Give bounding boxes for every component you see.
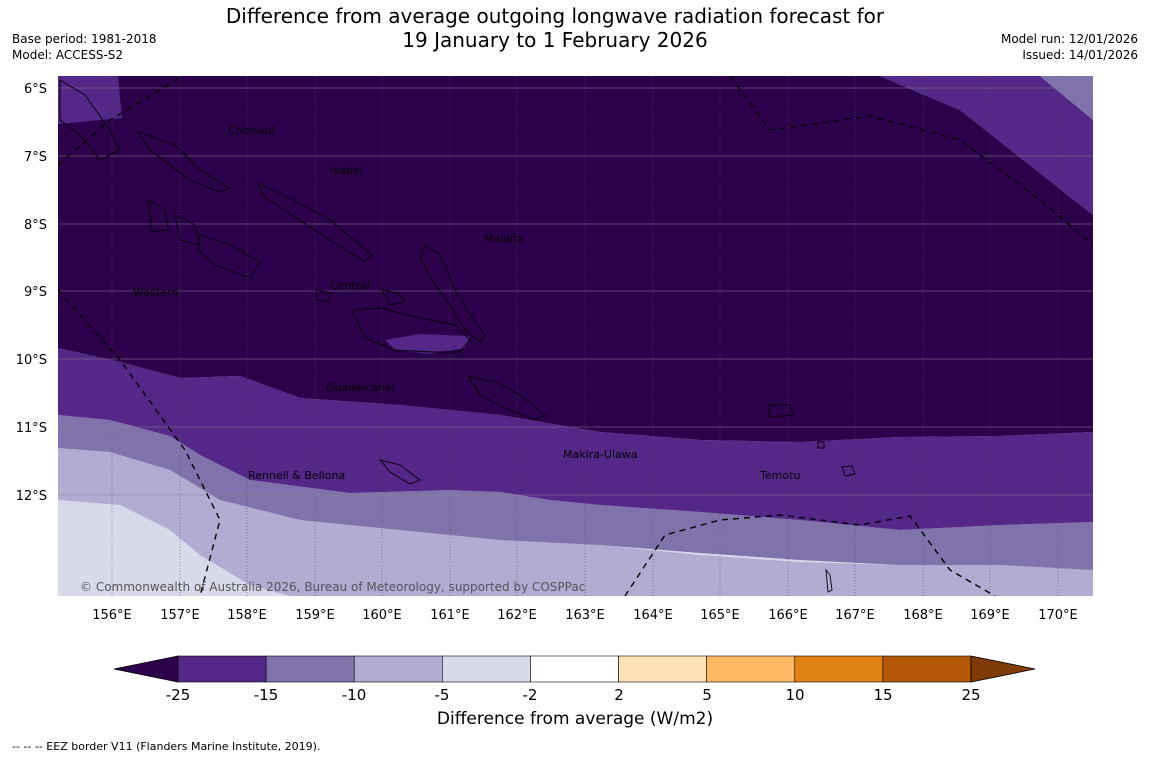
colorbar-ticks: -25 -15 -10 -5 -2 2 5 10 15 25 (166, 686, 981, 704)
island-santa-cruz (767, 404, 794, 418)
island-malaita (419, 244, 486, 343)
island-torres (825, 568, 833, 593)
place-label: Rennell & Bellona (248, 469, 345, 482)
band-below-minus25 (58, 76, 1093, 442)
cb-tick: 15 (873, 686, 892, 704)
cb-tick: -25 (166, 686, 191, 704)
cb-tick: -2 (523, 686, 538, 704)
island-florida (381, 289, 406, 306)
island-choiseul (136, 131, 232, 193)
island-isabel (257, 182, 373, 263)
place-label: Isabel (330, 164, 363, 177)
cb-tick: 25 (961, 686, 980, 704)
colorbar-segment (794, 655, 884, 683)
cb-tick: -10 (342, 686, 367, 704)
colorbar-segment (882, 655, 972, 683)
place-label: Makira-Ulawa (563, 448, 637, 461)
place-label: Temotu (759, 469, 800, 482)
colorbar-segment (530, 655, 619, 683)
latitude-lines (58, 87, 1093, 496)
cb-tick: 2 (614, 686, 624, 704)
island-bougainville (59, 79, 121, 161)
island-rennell (378, 459, 421, 485)
lat-label: 11°S (16, 421, 47, 436)
band-ne-minus15-minus10 (1040, 76, 1093, 120)
chart-title: Difference from average outgoing longwav… (200, 4, 910, 52)
colorbar-segment (265, 655, 355, 683)
lon-label: 165°E (700, 608, 740, 623)
longitude-labels: 156°E 157°E 158°E 159°E 160°E 161°E 162°… (92, 608, 1078, 623)
lon-label: 158°E (227, 608, 267, 623)
lat-label: 10°S (16, 353, 47, 368)
title-line-2: 19 January to 1 February 2026 (402, 28, 708, 52)
lon-label: 162°E (497, 608, 537, 623)
model-name: Model: ACCESS-S2 (12, 48, 124, 62)
map-plot-area: Choiseul Isabel Malaita Western Central … (58, 76, 1093, 596)
lon-label: 164°E (633, 608, 673, 623)
band-sw-corner (58, 548, 240, 596)
lon-label: 163°E (565, 608, 605, 623)
place-label: Malaita (484, 232, 524, 245)
band-nw-patch (58, 76, 122, 124)
island-vanikoro (841, 465, 856, 477)
lon-label: 166°E (768, 608, 808, 623)
meta-right: Model run: 12/01/2026 Issued: 14/01/2026 (1001, 31, 1138, 63)
lat-label: 7°S (24, 150, 47, 165)
place-label: Guadalcanal (326, 381, 395, 394)
island-makira (467, 375, 546, 421)
cb-tick: -15 (254, 686, 279, 704)
cb-tick: -5 (435, 686, 450, 704)
copyright-text: © Commonwealth of Australia 2026, Bureau… (80, 580, 585, 594)
lon-label: 159°E (295, 608, 335, 623)
colorbar-segment (618, 655, 707, 683)
island-guadalcanal (351, 307, 471, 353)
island-western-2 (174, 214, 201, 246)
eez-footnote: -- -- -- EEZ border V11 (Flanders Marine… (12, 740, 321, 753)
colorbar-segment (706, 655, 796, 683)
colorbar-segment (177, 655, 267, 683)
band-center-patch (385, 334, 470, 354)
eez-border (58, 76, 1093, 596)
colorbar-segment (353, 655, 443, 683)
lon-label: 169°E (970, 608, 1010, 623)
colorbar-label: Difference from average (W/m2) (436, 709, 714, 729)
lat-label: 12°S (16, 489, 47, 504)
band-ne-minus25-minus15 (880, 76, 1093, 215)
model-run: Model run: 12/01/2026 (1000, 32, 1138, 46)
lat-label: 9°S (24, 285, 47, 300)
latitude-labels: 6°S 7°S 8°S 9°S 10°S 11°S 12°S (16, 82, 47, 504)
island-outlines (59, 79, 856, 593)
lon-label: 161°E (430, 608, 470, 623)
colorbar-extend-high (970, 655, 1036, 683)
lat-label: 8°S (24, 218, 47, 233)
colorbar-segment (442, 655, 531, 683)
band-minus25-minus15 (58, 348, 1093, 530)
lon-label: 167°E (835, 608, 875, 623)
band-minus15-minus10 (58, 415, 1093, 570)
colorbar-extend-low (113, 655, 179, 683)
issued-date: Issued: 14/01/2026 (1022, 48, 1138, 62)
place-label: Western (133, 286, 178, 299)
meta-left: Base period: 1981-2018 Model: ACCESS-S2 (12, 31, 157, 63)
band-minus10-minus5 (58, 448, 1093, 596)
cb-tick: 5 (702, 686, 712, 704)
title-line-1: Difference from average outgoing longwav… (225, 4, 885, 28)
island-new-georgia (197, 234, 261, 279)
cb-tick: 10 (785, 686, 804, 704)
island-western-1 (147, 199, 169, 233)
lon-label: 157°E (160, 608, 200, 623)
lon-label: 170°E (1038, 608, 1078, 623)
lon-label: 168°E (903, 608, 943, 623)
place-label: Central (330, 279, 370, 292)
colorbar (113, 655, 1036, 683)
base-period: Base period: 1981-2018 (12, 32, 157, 46)
place-label: Choiseul (228, 124, 275, 137)
island-utupua (817, 441, 825, 449)
place-labels: Choiseul Isabel Malaita Western Central … (133, 124, 800, 482)
lon-label: 160°E (362, 608, 402, 623)
island-russell (315, 289, 333, 303)
lon-label: 156°E (92, 608, 132, 623)
lat-label: 6°S (24, 82, 47, 97)
